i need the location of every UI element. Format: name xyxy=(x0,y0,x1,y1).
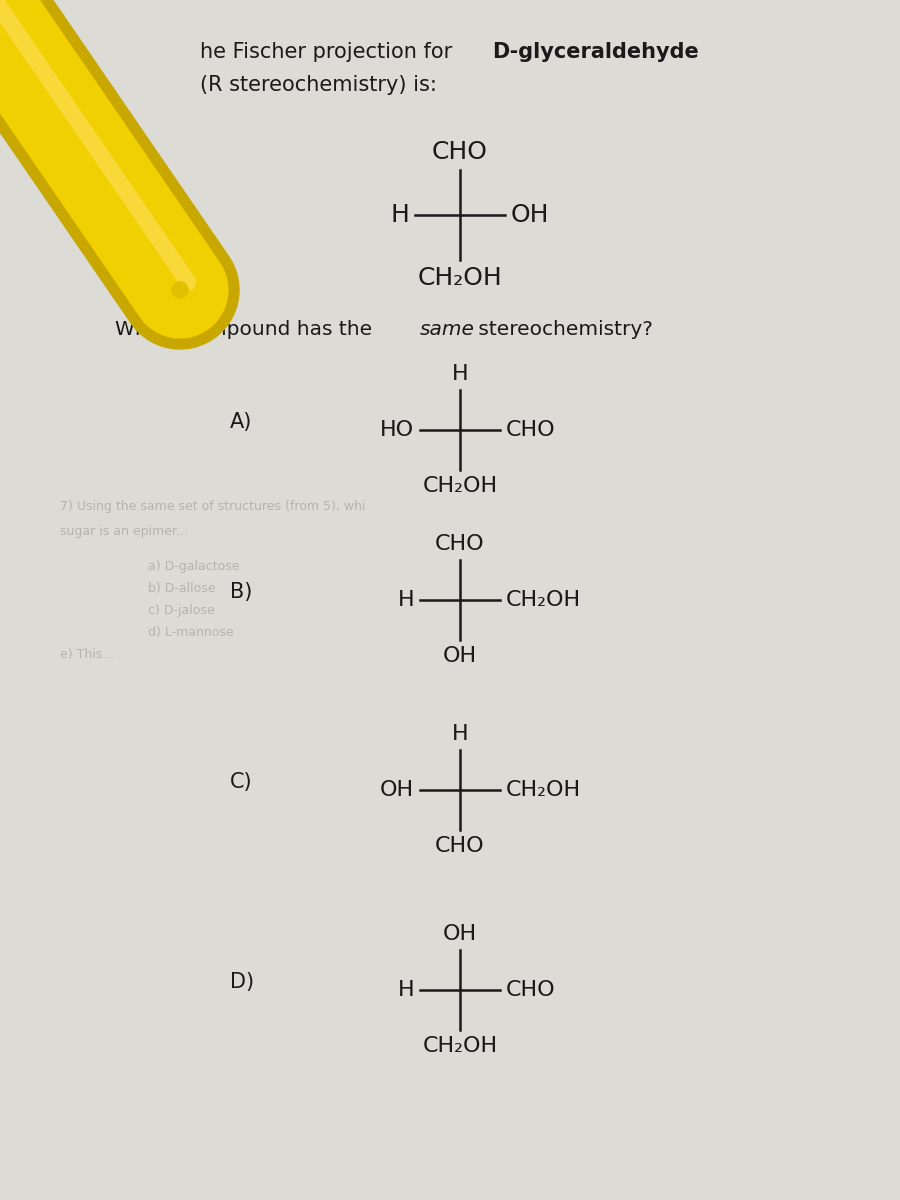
Text: D-glyceraldehyde: D-glyceraldehyde xyxy=(492,42,698,62)
Text: CHO: CHO xyxy=(432,140,488,164)
Text: d) L-mannose: d) L-mannose xyxy=(140,626,234,638)
Text: A): A) xyxy=(230,412,252,432)
Text: CH₂OH: CH₂OH xyxy=(422,476,498,496)
Text: a) D-galactose: a) D-galactose xyxy=(140,560,239,572)
Text: H: H xyxy=(398,980,414,1000)
Text: e) This...: e) This... xyxy=(60,648,114,661)
Text: b) D-allose: b) D-allose xyxy=(140,582,215,595)
Text: CHO: CHO xyxy=(436,534,485,554)
Text: CHO: CHO xyxy=(436,836,485,856)
Text: H: H xyxy=(390,203,409,227)
Text: CH₂OH: CH₂OH xyxy=(418,266,502,290)
Text: he Fischer projection for: he Fischer projection for xyxy=(200,42,459,62)
Text: same: same xyxy=(420,320,475,338)
Text: C): C) xyxy=(230,772,253,792)
Text: OH: OH xyxy=(443,646,477,666)
Text: H: H xyxy=(452,364,468,384)
Text: sugar is an epimer...: sugar is an epimer... xyxy=(60,526,188,538)
Text: OH: OH xyxy=(511,203,550,227)
Text: Which compound has the: Which compound has the xyxy=(115,320,379,338)
Text: B): B) xyxy=(230,582,252,602)
Text: 7) Using the same set of structures (from 5), whi: 7) Using the same set of structures (fro… xyxy=(60,500,365,514)
Text: stereochemistry?: stereochemistry? xyxy=(472,320,652,338)
Text: (R stereochemistry) is:: (R stereochemistry) is: xyxy=(200,74,436,95)
Text: D): D) xyxy=(230,972,254,992)
Text: CH₂OH: CH₂OH xyxy=(506,780,581,800)
Text: OH: OH xyxy=(380,780,414,800)
Text: c) D-jalose: c) D-jalose xyxy=(140,604,214,617)
Text: CH₂OH: CH₂OH xyxy=(422,1036,498,1056)
Text: OH: OH xyxy=(443,924,477,944)
Text: H: H xyxy=(398,590,414,610)
Text: CHO: CHO xyxy=(506,420,555,440)
Text: H: H xyxy=(452,724,468,744)
Text: CHO: CHO xyxy=(506,980,555,1000)
Text: HO: HO xyxy=(380,420,414,440)
Circle shape xyxy=(172,282,188,298)
Text: CH₂OH: CH₂OH xyxy=(506,590,581,610)
